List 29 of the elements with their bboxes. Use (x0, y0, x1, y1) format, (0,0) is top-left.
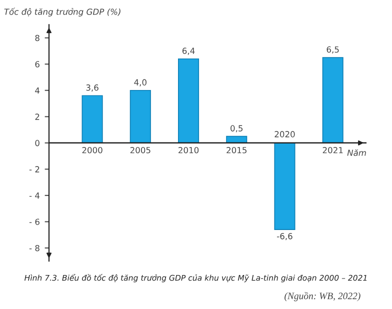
x-tick-label: 2005 (130, 147, 150, 154)
bar (178, 58, 200, 144)
x-tick-label: 2015 (226, 147, 246, 154)
y-tick-label: 2 (35, 114, 40, 120)
text: (Nguồn: WB, 2022) (284, 292, 360, 302)
data-label: 4,0 (134, 79, 146, 86)
y-tick-label: - 4 (29, 192, 40, 199)
y-axis-title: Tốc độ tăng trưởng GDP (%) (4, 8, 120, 16)
data-label: -6,6 (277, 233, 292, 240)
bar (274, 142, 296, 230)
x-tick-label: 2000 (82, 147, 102, 154)
x-tick-label: 2020 (274, 131, 295, 138)
data-label: 0,5 (230, 125, 243, 132)
y-tick-label: - 2 (29, 166, 40, 172)
y-tick-label: - 6 (29, 218, 40, 225)
y-tick-label: 4 (35, 87, 40, 94)
x-tick-label: 2010 (178, 147, 199, 154)
bar (130, 90, 151, 144)
y-tick-label: 6 (35, 61, 40, 68)
y-tick-label: 8 (35, 34, 40, 42)
bar (82, 95, 103, 144)
bar (322, 57, 344, 144)
data-label: 3,6 (86, 84, 98, 92)
x-tick-label: 2021 (322, 147, 343, 154)
x-axis-title: Năm (347, 149, 366, 156)
y-tick-label: 0 (35, 140, 40, 146)
data-label: 6,4 (182, 48, 195, 55)
y-tick-label: - 8 (29, 244, 40, 252)
data-label: 6,5 (326, 46, 339, 54)
